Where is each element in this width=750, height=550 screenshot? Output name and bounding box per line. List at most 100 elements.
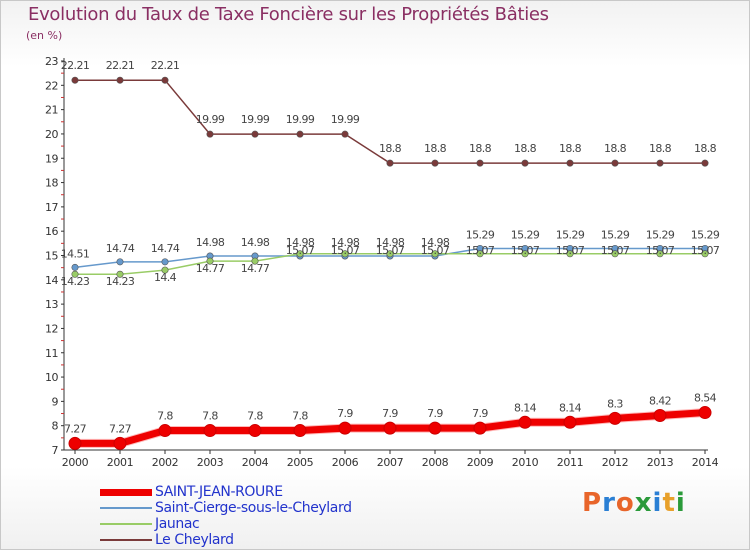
data-label: 15.29 — [646, 228, 675, 241]
data-point — [566, 159, 574, 167]
y-tick-label: 23 — [45, 55, 58, 68]
data-point — [71, 270, 79, 278]
x-tick-label: 2014 — [692, 456, 719, 469]
data-point — [296, 250, 304, 258]
data-point — [611, 159, 619, 167]
data-point — [116, 270, 124, 278]
data-label: 14.51 — [61, 247, 90, 260]
x-tick-label: 2002 — [152, 456, 178, 469]
data-label: 18.8 — [424, 142, 447, 155]
x-tick-label: 2001 — [107, 456, 133, 469]
legend-label: Le Cheylard — [155, 532, 234, 548]
data-label: 15.29 — [691, 228, 720, 241]
y-tick-label: 10 — [45, 371, 58, 384]
data-label: 8.3 — [607, 397, 623, 410]
data-label: 8.14 — [559, 401, 582, 414]
data-label: 15.29 — [466, 228, 495, 241]
data-label: 7.27 — [64, 422, 87, 435]
data-point — [518, 415, 532, 429]
data-point — [698, 406, 712, 420]
x-tick-label: 2008 — [422, 456, 449, 469]
data-point — [431, 159, 439, 167]
data-point — [386, 159, 394, 167]
data-label: 15.29 — [601, 228, 630, 241]
data-label: 14.77 — [196, 262, 225, 275]
data-point — [338, 421, 352, 435]
data-label: 14.23 — [106, 275, 135, 288]
data-point — [293, 424, 307, 438]
legend-item: Saint-Cierge-sous-le-Cheylard — [100, 500, 352, 516]
data-label: 18.8 — [604, 142, 627, 155]
data-point — [563, 415, 577, 429]
data-label: 14.74 — [151, 242, 180, 255]
data-point — [248, 424, 262, 438]
data-label: 15.07 — [511, 244, 540, 257]
data-point — [251, 257, 259, 265]
data-label: 15.07 — [601, 244, 630, 257]
data-label: 19.99 — [241, 113, 270, 126]
legend-item: Jaunac — [100, 516, 352, 532]
x-tick-label: 2009 — [467, 456, 494, 469]
y-tick-label: 9 — [52, 395, 59, 408]
legend-item: Le Cheylard — [100, 532, 352, 548]
logo-letter: i — [652, 488, 663, 518]
data-label: 19.99 — [196, 113, 225, 126]
data-label: 14.4 — [154, 271, 177, 284]
x-tick-label: 2011 — [557, 456, 583, 469]
data-point — [158, 424, 172, 438]
data-label: 15.07 — [556, 244, 585, 257]
data-label: 18.8 — [649, 142, 672, 155]
logo-letter: i — [675, 488, 686, 518]
data-point — [521, 250, 529, 258]
data-label: 14.98 — [196, 236, 225, 249]
data-label: 19.99 — [286, 113, 315, 126]
legend-swatch — [100, 507, 152, 509]
data-point — [701, 250, 709, 258]
data-point — [383, 421, 397, 435]
x-tick-label: 2005 — [287, 456, 314, 469]
x-tick-label: 2004 — [242, 456, 269, 469]
logo-letter: o — [615, 488, 635, 518]
data-label: 14.98 — [286, 236, 315, 249]
logo-letter: r — [602, 488, 616, 518]
data-point — [113, 436, 127, 450]
data-point — [116, 258, 124, 266]
x-tick-label: 2012 — [602, 456, 628, 469]
data-point — [386, 250, 394, 258]
data-point — [161, 258, 169, 266]
data-label: 22.21 — [106, 59, 135, 72]
series-layer — [68, 76, 712, 450]
data-point — [653, 408, 667, 422]
legend-label: Jaunac — [155, 516, 200, 532]
data-point — [203, 424, 217, 438]
data-point — [71, 263, 79, 271]
data-point — [608, 411, 622, 425]
data-label: 14.74 — [106, 242, 135, 255]
data-label: 7.27 — [109, 422, 132, 435]
data-labels-layer: 22.21 22.21 22.21 19.99 19.99 19.99 19.99 18.8 1… — [61, 59, 721, 435]
data-label: 18.8 — [694, 142, 717, 155]
x-tick-label: 2013 — [647, 456, 674, 469]
chart-title: Evolution du Taux de Taxe Foncière sur l… — [28, 4, 549, 25]
data-label: 14.98 — [331, 236, 360, 249]
data-point — [161, 266, 169, 274]
legend: SAINT-JEAN-ROURE Saint-Cierge-sous-le-Che… — [100, 484, 352, 548]
y-tick-label: 14 — [45, 274, 58, 287]
y-tick-label: 15 — [45, 250, 58, 263]
data-label: 8.14 — [514, 401, 537, 414]
y-tick-label: 11 — [45, 347, 58, 360]
data-point — [566, 250, 574, 258]
data-point — [656, 250, 664, 258]
y-tick-label: 12 — [45, 322, 58, 335]
logo-letter: P — [582, 488, 603, 518]
data-point — [296, 130, 304, 138]
logo-letter: x — [634, 488, 653, 518]
y-tick-label: 7 — [52, 444, 59, 457]
y-tick-label: 22 — [45, 79, 58, 92]
legend-label: SAINT-JEAN-ROURE — [155, 484, 283, 500]
data-label: 22.21 — [151, 59, 180, 72]
y-tick-label: 16 — [45, 225, 58, 238]
data-label: 14.98 — [241, 236, 270, 249]
data-label: 22.21 — [61, 59, 90, 72]
